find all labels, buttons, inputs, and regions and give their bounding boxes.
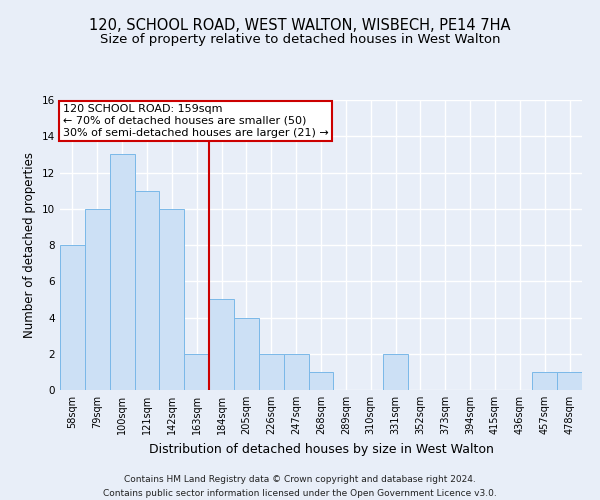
Bar xyxy=(308,372,334,390)
Bar xyxy=(284,354,308,390)
Bar xyxy=(557,372,582,390)
X-axis label: Distribution of detached houses by size in West Walton: Distribution of detached houses by size … xyxy=(149,442,493,456)
Bar xyxy=(160,209,184,390)
Bar xyxy=(60,245,85,390)
Bar xyxy=(234,318,259,390)
Bar xyxy=(532,372,557,390)
Text: 120 SCHOOL ROAD: 159sqm
← 70% of detached houses are smaller (50)
30% of semi-de: 120 SCHOOL ROAD: 159sqm ← 70% of detache… xyxy=(62,104,328,138)
Bar xyxy=(383,354,408,390)
Y-axis label: Number of detached properties: Number of detached properties xyxy=(23,152,37,338)
Bar xyxy=(259,354,284,390)
Text: 120, SCHOOL ROAD, WEST WALTON, WISBECH, PE14 7HA: 120, SCHOOL ROAD, WEST WALTON, WISBECH, … xyxy=(89,18,511,32)
Text: Contains HM Land Registry data © Crown copyright and database right 2024.
Contai: Contains HM Land Registry data © Crown c… xyxy=(103,476,497,498)
Bar xyxy=(209,300,234,390)
Bar xyxy=(110,154,134,390)
Bar xyxy=(134,190,160,390)
Bar xyxy=(184,354,209,390)
Text: Size of property relative to detached houses in West Walton: Size of property relative to detached ho… xyxy=(100,32,500,46)
Bar xyxy=(85,209,110,390)
